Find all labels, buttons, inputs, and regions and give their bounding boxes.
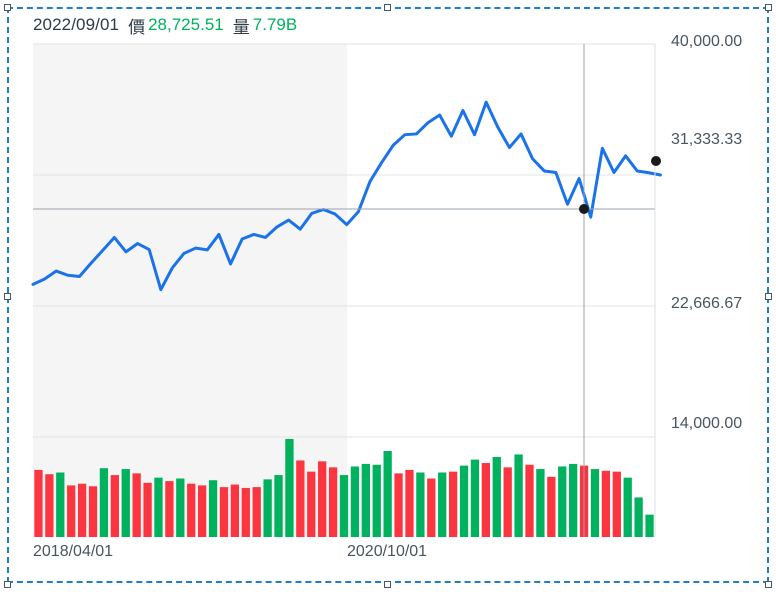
volume-bar [492,457,501,537]
volume-bar [459,465,469,537]
volume-bar [361,463,370,537]
volume-bar [219,487,229,537]
volume-bar [525,464,534,537]
volume-bar [514,454,523,537]
volume-bar [252,487,261,537]
selection-handle-bottom-left[interactable] [4,581,11,588]
volume-bar [339,475,349,537]
volume-bar [285,438,294,537]
volume-bar [110,475,119,537]
crosshair-marker-dot [579,204,589,214]
volume-bar [241,487,250,537]
volume-bar [383,451,392,537]
volume-bars [34,438,654,537]
selection-handle-top-right[interactable] [765,4,772,11]
chart-readout: 2022/09/01 價 28,725.51 量 7.79B [33,12,304,38]
volume-bar [296,460,305,537]
selection-handle-middle-left[interactable] [4,293,11,300]
volume-bar [536,469,545,537]
volume-bar [274,475,283,537]
volume-bar [208,480,218,537]
volume-bar [481,463,490,537]
volume-bar [612,471,621,537]
selection-handle-middle-right[interactable] [765,293,772,300]
gridlines [33,43,655,438]
volume-bar [56,472,65,537]
volume-bar [176,478,185,537]
y-axis-tick-label: 14,000.00 [671,415,743,432]
volume-bar [405,469,414,537]
volume-bar [601,470,611,537]
volume-bar [427,478,436,537]
selection-handle-top-center[interactable] [384,4,391,11]
volume-bar [99,468,109,537]
volume-bar [590,469,600,537]
selection-handle-top-left[interactable] [4,4,11,11]
y-axis-tick-label: 40,000.00 [671,33,743,50]
volume-bar [547,476,556,537]
volume-bar [438,472,447,537]
readout-volume-value: 7.79B [252,15,298,34]
volume-bar [77,483,87,537]
volume-bar [45,474,54,537]
volume-bar [328,467,338,537]
volume-bar [121,469,130,537]
readout-price-label: 價 [128,17,146,37]
volume-bar [132,473,141,537]
volume-bar [165,481,174,537]
volume-bar [143,482,152,537]
volume-bar [263,479,272,537]
volume-bar [197,485,207,537]
volume-bar [34,469,43,537]
volume-bar [634,497,643,537]
y-axis-tick-label: 22,666.67 [671,295,743,312]
selection-handle-bottom-center[interactable] [384,581,391,588]
volume-bar [187,483,196,537]
x-axis-tick-label: 2020/10/01 [347,543,428,560]
volume-bar [448,471,458,537]
volume-bar [318,461,327,537]
last-value-marker-dot [651,156,661,166]
volume-bar [307,471,316,537]
x-axis-tick-label: 2018/04/01 [33,543,114,560]
shaded-date-span [33,44,347,537]
price-line [31,100,662,292]
volume-bar [394,473,403,537]
volume-bar [558,466,567,537]
volume-bar [623,477,632,537]
volume-bar [154,477,163,537]
volume-bar [88,486,98,537]
volume-bar [350,466,360,537]
y-axis-tick-label: 31,333.33 [671,131,743,148]
volume-bar [372,464,381,537]
readout-price-value: 28,725.51 [148,15,224,34]
volume-bar [67,485,76,537]
volume-bar [503,467,512,537]
selection-handle-bottom-right[interactable] [765,581,772,588]
volume-bar [230,484,240,537]
volume-bar [645,514,654,537]
volume-bar [416,472,425,537]
readout-date: 2022/09/01 [33,15,120,34]
volume-bar [470,459,480,537]
volume-bar [569,463,578,537]
readout-volume-label: 量 [232,17,250,37]
